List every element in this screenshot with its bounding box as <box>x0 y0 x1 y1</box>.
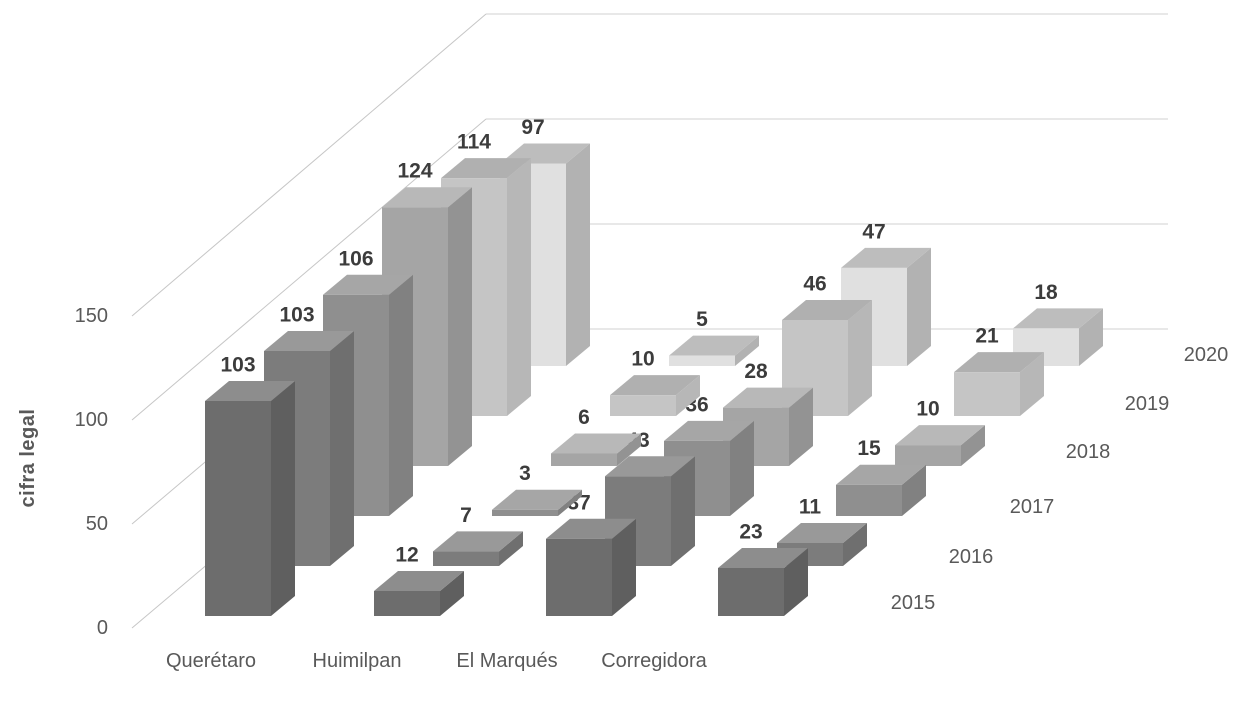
value-label-huimilpan-2020: 5 <box>696 308 708 331</box>
bar-queretaro-2019-top <box>441 158 531 179</box>
bar-huimilpan-2018-front <box>551 453 617 466</box>
bar-queretaro-2015-top <box>205 381 295 402</box>
bar-queretaro-2016-side <box>330 331 354 566</box>
value-label-corregidora-2016: 11 <box>799 496 822 519</box>
value-label-corregidora-2020: 18 <box>1034 281 1058 304</box>
bar-el-marques-2017-top <box>664 420 754 441</box>
value-label-corregidora-2018: 10 <box>916 398 939 421</box>
bar-queretaro-2018-top <box>382 187 472 208</box>
bar-huimilpan-2015-front <box>374 590 440 616</box>
value-label-huimilpan-2019: 10 <box>631 348 654 371</box>
bar-huimilpan-2016-side <box>499 531 523 566</box>
bar-queretaro-2015-side <box>271 381 295 616</box>
value-label-queretaro-2015: 103 <box>220 354 255 377</box>
bar-huimilpan-2017-front <box>492 509 558 516</box>
y-tick-label-150: 150 <box>75 305 108 327</box>
bar-el-marques-2018-side <box>789 387 813 466</box>
bar-queretaro-2020-side <box>566 143 590 366</box>
value-label-el-marques-2018: 28 <box>744 360 768 383</box>
bar-huimilpan-2019-top <box>610 375 700 396</box>
bar-huimilpan-2020-front <box>669 355 735 366</box>
bar-huimilpan-2020-side <box>735 335 759 366</box>
bar-huimilpan-2019-front <box>610 395 676 416</box>
value-label-queretaro-2016: 103 <box>279 304 314 327</box>
bar-el-marques-2015-top <box>546 518 636 539</box>
bar-queretaro-2015-front <box>205 401 271 616</box>
bar-corregidora-2016-top <box>777 523 867 544</box>
bar-corregidora-2019-top <box>954 352 1044 373</box>
category-label-corregidora: Corregidora <box>601 650 707 672</box>
y-tick-label-0: 0 <box>97 617 108 639</box>
bar-corregidora-2017-front <box>836 484 902 516</box>
depth-line-100 <box>131 118 487 421</box>
bar-queretaro-2017-top <box>323 274 413 295</box>
category-label-el-marques: El Marqués <box>456 650 557 672</box>
bar-el-marques-2019-side <box>848 299 872 416</box>
year-label-2017: 2017 <box>1010 496 1055 518</box>
year-label-2020: 2020 <box>1184 344 1229 366</box>
bar-huimilpan-2016-front <box>433 551 499 566</box>
value-label-queretaro-2018: 124 <box>397 160 432 183</box>
bar-el-marques-2018-top <box>723 387 813 408</box>
bar-huimilpan-2018-side <box>617 433 641 466</box>
bar-huimilpan-2017-side <box>558 489 582 516</box>
bar-corregidora-2015-top <box>718 547 808 568</box>
value-label-huimilpan-2018: 6 <box>578 406 590 429</box>
bar-huimilpan-2015-top <box>374 570 464 591</box>
value-label-el-marques-2020: 47 <box>862 220 885 243</box>
value-label-corregidora-2017: 15 <box>857 437 881 460</box>
y-tick-label-100: 100 <box>75 409 108 431</box>
bar-el-marques-2015-front <box>546 538 612 616</box>
value-label-queretaro-2017: 106 <box>338 247 373 270</box>
value-label-queretaro-2020: 97 <box>521 116 544 139</box>
year-label-2015: 2015 <box>891 592 936 614</box>
bar-corregidora-2019-side <box>1020 352 1044 416</box>
y-axis-title: cifra legal <box>17 409 39 508</box>
value-label-huimilpan-2015: 12 <box>395 543 418 566</box>
year-label-2018: 2018 <box>1066 441 1111 463</box>
year-label-2019: 2019 <box>1125 393 1170 415</box>
bar-corregidora-2018-top <box>895 425 985 446</box>
bar-huimilpan-2016-top <box>433 531 523 552</box>
y-tick-label-50: 50 <box>86 513 108 535</box>
bar-queretaro-2018-side <box>448 187 472 466</box>
value-label-huimilpan-2016: 7 <box>460 504 472 527</box>
bar-corregidora-2015-side <box>784 547 808 616</box>
value-label-huimilpan-2017: 3 <box>519 462 531 485</box>
bar-huimilpan-2020-top <box>669 335 759 356</box>
bar-corregidora-2018-front <box>895 445 961 466</box>
bar-huimilpan-2018-top <box>551 433 641 454</box>
bar-el-marques-2019-top <box>782 299 872 320</box>
value-label-el-marques-2019: 46 <box>803 272 826 295</box>
bar-queretaro-2016-top <box>264 331 354 352</box>
year-label-2016: 2016 <box>949 546 994 568</box>
category-label-huimilpan: Huimilpan <box>313 650 402 672</box>
bar-corregidora-2017-side <box>902 464 926 516</box>
bar-el-marques-2020-side <box>907 247 931 366</box>
bar-huimilpan-2019-side <box>676 375 700 416</box>
bar-queretaro-2019-side <box>507 158 531 416</box>
bar-queretaro-2017-side <box>389 274 413 516</box>
category-label-queretaro: Querétaro <box>166 650 256 672</box>
bar-corregidora-2019-front <box>954 372 1020 416</box>
value-label-corregidora-2019: 21 <box>975 325 999 348</box>
bar-el-marques-2015-side <box>612 518 636 616</box>
bar-corregidora-2018-side <box>961 425 985 466</box>
bar-corregidora-2015-front <box>718 567 784 616</box>
bar-el-marques-2016-top <box>605 456 695 477</box>
bar-el-marques-2016-side <box>671 456 695 566</box>
bar-el-marques-2020-top <box>841 247 931 268</box>
bar-huimilpan-2015-side <box>440 570 464 616</box>
bar-huimilpan-2017-top <box>492 489 582 510</box>
bar-corregidora-2020-side <box>1079 308 1103 366</box>
bar-corregidora-2017-top <box>836 464 926 485</box>
value-label-queretaro-2019: 114 <box>457 131 491 154</box>
value-label-corregidora-2015: 23 <box>739 520 762 543</box>
bar-corregidora-2016-side <box>843 523 867 566</box>
bar-el-marques-2017-side <box>730 420 754 516</box>
bar-corregidora-2020-top <box>1013 308 1103 329</box>
depth-line-150 <box>131 13 487 317</box>
